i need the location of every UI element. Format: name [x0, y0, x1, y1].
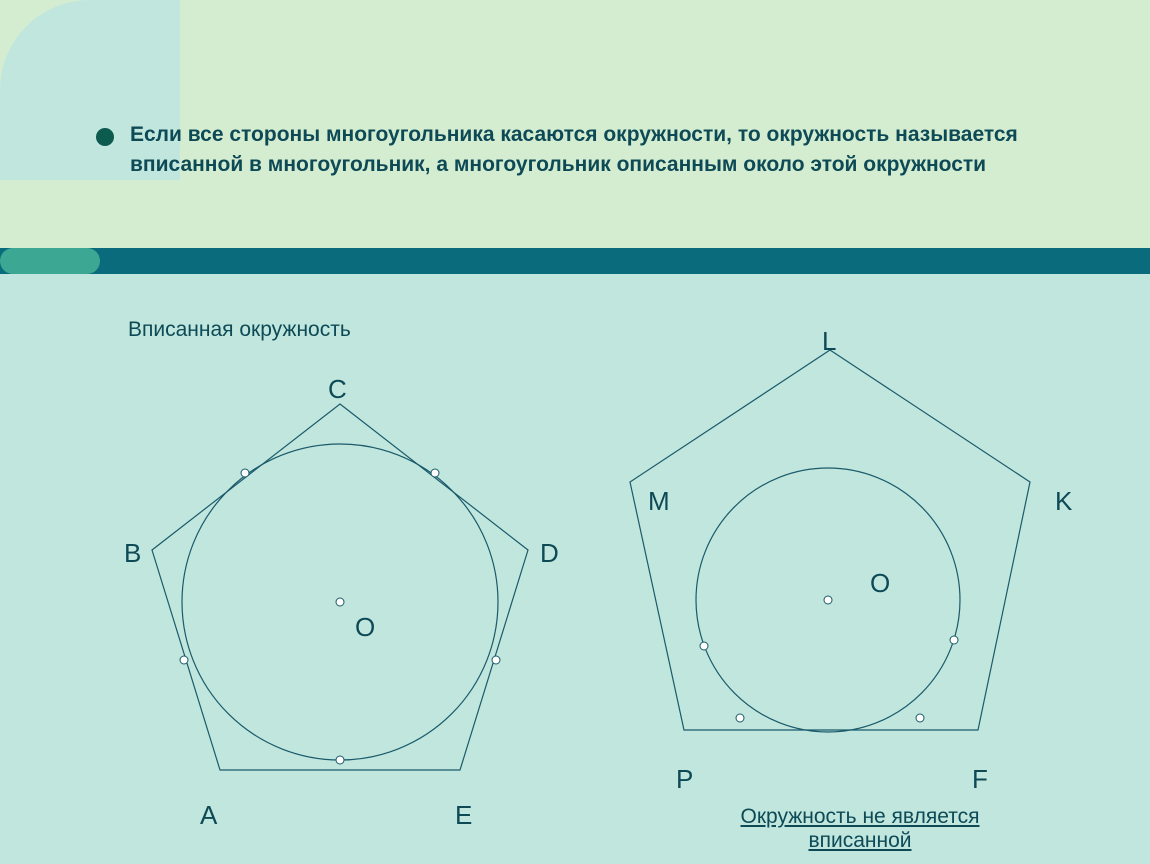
- accent-bar: [0, 248, 1150, 274]
- center-label-O-right: O: [870, 568, 890, 599]
- diagram-not-inscribed: L K M P F O: [610, 310, 1130, 850]
- vertex-label-K: K: [1055, 486, 1072, 517]
- vertex-label-C: C: [328, 374, 347, 405]
- diagram-not-inscribed-svg: [610, 310, 1130, 790]
- vertex-label-A: A: [200, 800, 217, 831]
- right-caption: Окружность не является вписанной: [660, 805, 1060, 853]
- vertex-label-P: P: [676, 764, 693, 795]
- vertex-label-M: M: [648, 486, 670, 517]
- diagram-inscribed: A B C D E O: [80, 360, 600, 840]
- vertex-label-L: L: [822, 326, 836, 357]
- diagram-inscribed-svg: [80, 360, 600, 840]
- center-label-O-left: O: [355, 612, 375, 643]
- left-subtitle: Вписанная окружность: [128, 318, 351, 342]
- vertex-label-D: D: [540, 538, 559, 569]
- vertex-label-E: E: [455, 800, 472, 831]
- accent-pill: [0, 248, 100, 274]
- right-caption-line2: вписанной: [660, 829, 1060, 853]
- right-caption-line1: Окружность не является: [660, 805, 1060, 829]
- title-bullet-icon: [96, 128, 114, 146]
- vertex-label-F: F: [972, 764, 988, 795]
- slide: Если все стороны многоугольника касаются…: [0, 0, 1150, 864]
- slide-title: Если все стороны многоугольника касаются…: [130, 120, 1080, 181]
- vertex-label-B: B: [124, 538, 141, 569]
